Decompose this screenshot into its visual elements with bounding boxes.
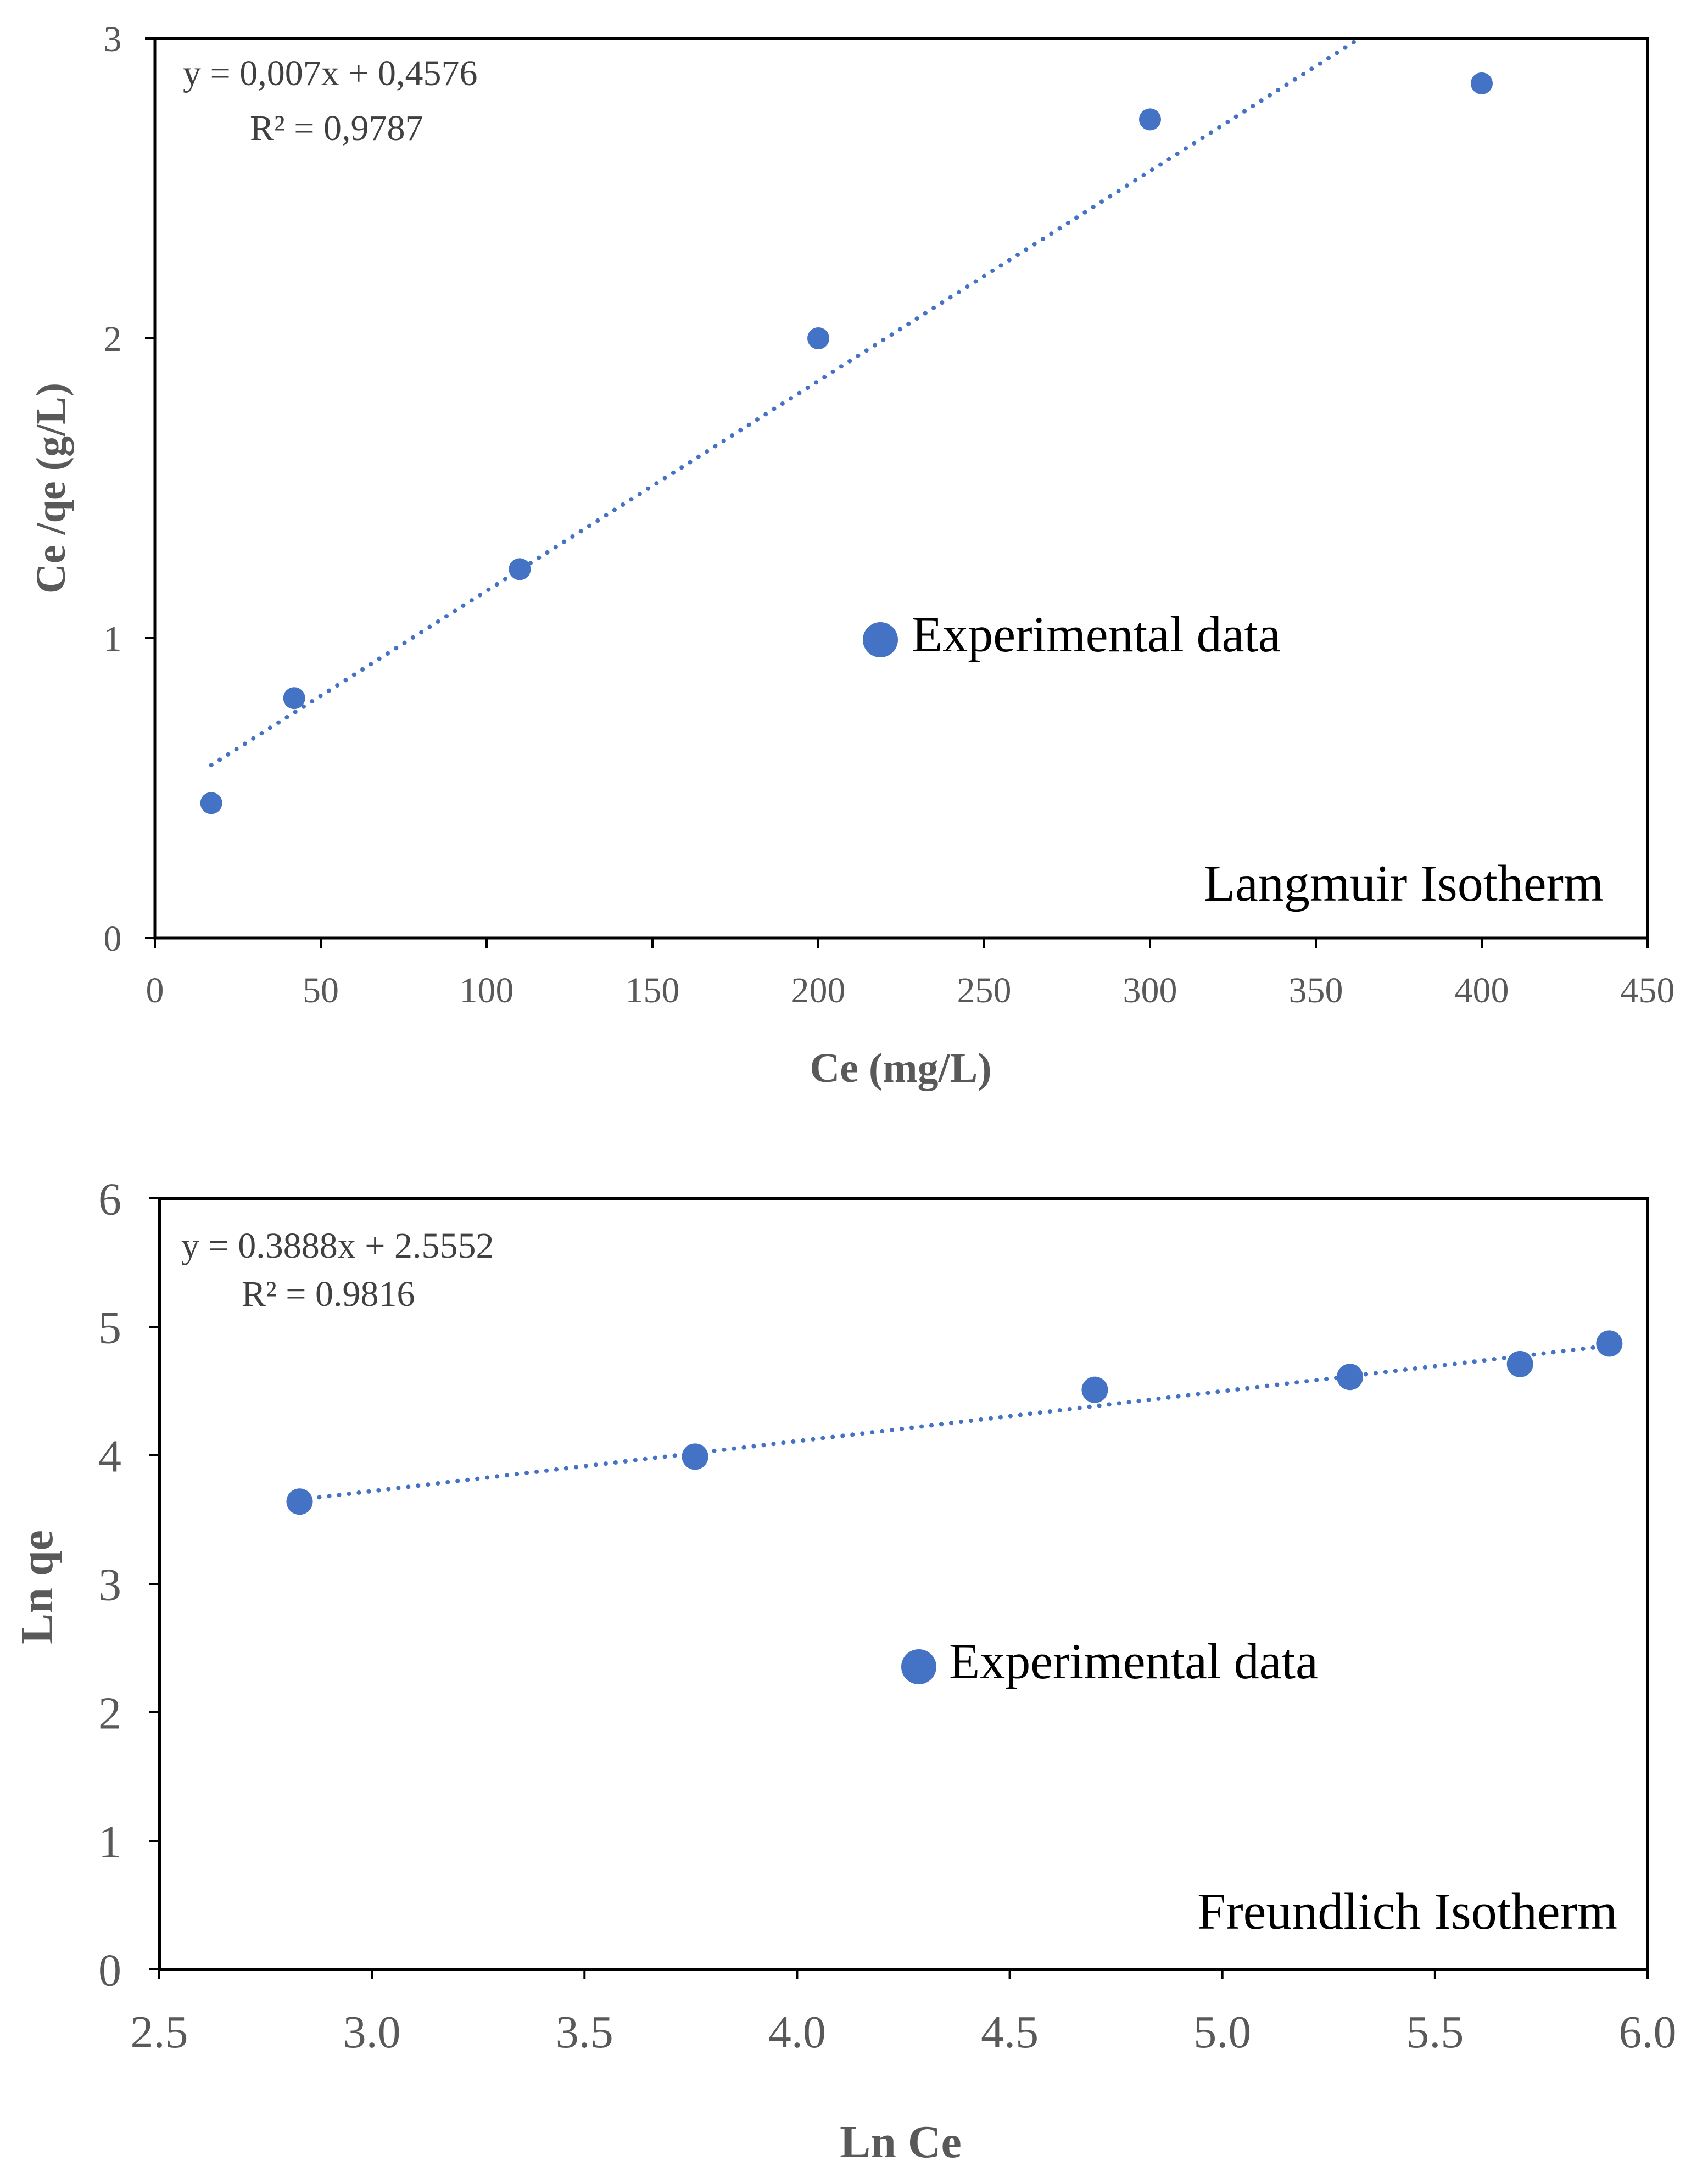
- y-tick-labels: 0 1 2 3: [104, 19, 122, 959]
- y-tick-marks: [149, 1197, 159, 1970]
- y-tick-label: 3: [98, 1559, 121, 1610]
- data-point: [1139, 108, 1161, 131]
- chart-name: Freundlich Isotherm: [1197, 1883, 1617, 1940]
- x-tick-label: 5.5: [1406, 2007, 1464, 2058]
- y-tick-label: 2: [98, 1688, 121, 1739]
- x-tick-label: 5.0: [1193, 2007, 1251, 2058]
- y-tick-label: 5: [98, 1302, 121, 1353]
- x-tick-label: 2.5: [131, 2007, 188, 2058]
- r-squared: R² = 0,9787: [250, 108, 423, 148]
- trendline: [297, 1343, 1612, 1502]
- y-tick-label: 4: [98, 1431, 121, 1482]
- data-point: [1596, 1330, 1623, 1357]
- x-tick-label: 400: [1455, 970, 1509, 1010]
- y-tick-label: 1: [98, 1816, 121, 1867]
- x-tick-label: 6.0: [1619, 2007, 1677, 2058]
- x-tick-marks: [154, 938, 1649, 948]
- x-tick-label: 3.0: [343, 2007, 401, 2058]
- legend-label: Experimental data: [949, 1633, 1318, 1689]
- legend-marker: [901, 1649, 936, 1684]
- x-tick-label: 0: [146, 970, 164, 1010]
- x-tick-label: 200: [791, 970, 846, 1010]
- x-tick-label: 4.5: [981, 2007, 1039, 2058]
- data-point: [1506, 1350, 1533, 1377]
- y-tick-label: 6: [98, 1174, 121, 1225]
- x-tick-labels: 0 50 100 150 200 250 300 350 400 450: [146, 970, 1675, 1010]
- data-point: [682, 1443, 708, 1470]
- y-tick-label: 1: [104, 619, 122, 659]
- y-tick-label: 0: [104, 919, 122, 959]
- regression-equation: y = 0,007x + 0,4576: [183, 53, 477, 93]
- trendline: [209, 36, 1362, 768]
- data-point: [1471, 72, 1493, 94]
- data-point: [1081, 1376, 1108, 1403]
- data-point: [1337, 1364, 1363, 1391]
- y-tick-label: 2: [104, 319, 122, 359]
- x-tick-label: 50: [303, 970, 339, 1010]
- data-points: [286, 1330, 1623, 1515]
- plot-area-frame: [153, 37, 1649, 940]
- data-points: [200, 72, 1493, 814]
- data-point: [286, 1488, 313, 1515]
- chart-name: Langmuir Isotherm: [1204, 855, 1604, 912]
- x-tick-label: 450: [1621, 970, 1675, 1010]
- legend-label: Experimental data: [912, 606, 1281, 662]
- data-point: [200, 792, 222, 814]
- y-tick-labels: 0 1 2 3 4 5 6: [98, 1174, 121, 1996]
- r-squared: R² = 0.9816: [242, 1274, 415, 1314]
- y-tick-label: 0: [98, 1945, 121, 1996]
- x-tick-label: 300: [1123, 970, 1177, 1010]
- x-tick-label: 150: [626, 970, 680, 1010]
- x-tick-label: 350: [1289, 970, 1343, 1010]
- regression-equation: y = 0.3888x + 2.5552: [181, 1226, 494, 1266]
- x-tick-marks: [158, 1969, 1649, 1979]
- legend-marker: [863, 622, 898, 657]
- freundlich-chart: 2.5 3.0 3.5 4.0 4.5 5.0 5.5 6.0 0 1 2 3 4 5 6 y = 0.3…: [12, 1174, 1677, 2168]
- data-point: [509, 558, 531, 580]
- data-point: [807, 327, 829, 349]
- x-tick-label: 100: [460, 970, 514, 1010]
- x-tick-label: 4.0: [768, 2007, 826, 2058]
- langmuir-chart: 0 50 100 150 200 250 300 350 400 450 0 1 2 3 y = 0,0…: [28, 19, 1675, 1091]
- x-axis-title: Ln Ce: [840, 2117, 962, 2168]
- x-axis-title: Ce (mg/L): [810, 1045, 991, 1091]
- y-axis-title: Ce /qe (g/L): [28, 383, 74, 594]
- x-tick-label: 250: [957, 970, 1012, 1010]
- y-axis-title: Ln qe: [12, 1530, 63, 1644]
- y-tick-marks: [145, 37, 155, 939]
- y-tick-label: 3: [104, 19, 122, 59]
- data-point: [283, 687, 305, 710]
- x-tick-label: 3.5: [556, 2007, 613, 2058]
- x-tick-labels: 2.5 3.0 3.5 4.0 4.5 5.0 5.5 6.0: [131, 2007, 1677, 2058]
